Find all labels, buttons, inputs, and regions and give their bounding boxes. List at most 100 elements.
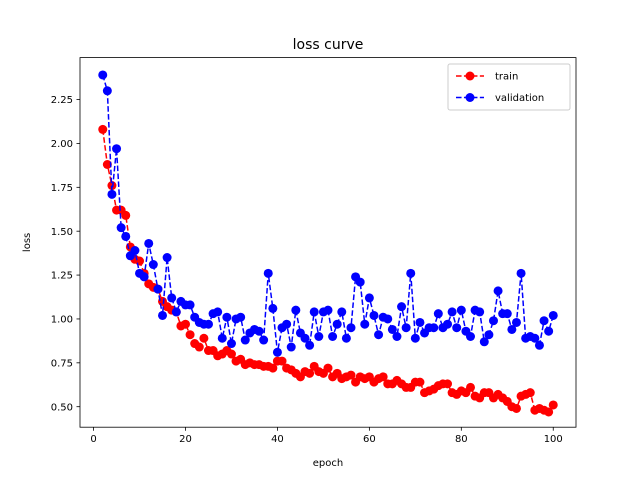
data-point-validation (544, 326, 554, 336)
y-tick-label: 1.75 (51, 183, 73, 194)
data-point-validation (300, 333, 310, 343)
x-tick-label: 40 (271, 434, 284, 445)
x-tick-label: 80 (455, 434, 468, 445)
data-point-validation (374, 330, 384, 340)
y-tick-label: 1.25 (51, 271, 73, 282)
x-tick-label: 0 (90, 434, 96, 445)
data-point-validation (530, 333, 540, 343)
data-point-validation (507, 324, 517, 334)
data-point-validation (236, 312, 246, 322)
y-axis: 0.50 0.75 1.00 1.25 1.50 1.75 2.00 2.25 (51, 95, 80, 413)
data-point-validation (323, 305, 333, 315)
data-point-train (121, 210, 131, 220)
data-point-validation (222, 312, 232, 322)
x-tick-label: 20 (179, 434, 192, 445)
y-tick-label: 1.00 (51, 315, 73, 326)
data-point-train (548, 400, 558, 410)
data-point-validation (337, 307, 347, 317)
y-tick-label: 2.00 (51, 139, 73, 150)
data-point-train (199, 333, 209, 343)
data-point-validation (502, 309, 512, 319)
data-point-validation (185, 300, 195, 310)
data-point-validation (383, 314, 393, 324)
data-point-validation (130, 246, 140, 255)
plot-area-frame (79, 57, 577, 428)
data-point-validation (364, 293, 374, 303)
data-point-validation (484, 330, 494, 340)
data-point-train (525, 388, 535, 398)
data-point-validation (415, 317, 425, 327)
y-axis-title: loss (22, 233, 33, 252)
data-point-validation (488, 316, 498, 326)
data-point-validation (401, 323, 411, 333)
data-point-validation (305, 340, 315, 350)
chart-title: loss curve (293, 37, 364, 53)
data-point-validation (516, 268, 526, 278)
data-point-validation (286, 342, 296, 352)
data-point-train (268, 363, 278, 373)
data-point-train (378, 372, 388, 382)
data-point-validation (291, 305, 301, 315)
data-point-validation (332, 319, 342, 329)
data-point-validation (466, 332, 475, 341)
y-tick-label: 1.50 (51, 227, 73, 238)
data-point-validation (355, 277, 365, 287)
data-point-validation (328, 332, 338, 341)
series-layer (98, 70, 558, 417)
data-point-validation (121, 231, 131, 241)
data-point-validation (475, 307, 485, 317)
legend-marker-validation (465, 93, 475, 102)
data-point-validation (144, 238, 154, 248)
x-axis-title: epoch (313, 458, 343, 469)
data-point-validation (410, 333, 420, 343)
x-tick-label: 100 (544, 434, 563, 445)
data-point-validation (346, 323, 356, 333)
data-point-validation (369, 310, 379, 320)
data-point-validation (392, 332, 402, 341)
data-point-validation (452, 323, 462, 333)
data-point-validation (456, 305, 466, 315)
data-point-train (181, 319, 190, 329)
data-point-validation (203, 319, 213, 329)
legend-marker-train (465, 71, 475, 81)
data-point-validation (158, 310, 168, 320)
data-point-validation (268, 303, 278, 313)
data-point-validation (429, 323, 439, 333)
data-point-train (511, 403, 521, 413)
data-point-train (544, 407, 554, 417)
data-point-validation (548, 310, 558, 320)
data-point-train (98, 124, 108, 134)
legend-frame (447, 63, 571, 111)
x-tick-label: 60 (363, 434, 376, 445)
data-point-validation (139, 272, 149, 282)
data-point-validation (162, 253, 172, 263)
data-point-validation (433, 309, 443, 319)
data-point-train (466, 382, 475, 392)
data-point-train (415, 377, 425, 387)
data-point-validation (534, 340, 544, 350)
data-point-validation (314, 332, 324, 341)
data-point-validation (282, 319, 292, 329)
data-point-validation (167, 293, 177, 303)
data-point-validation (309, 307, 319, 317)
data-point-train (194, 342, 204, 352)
data-point-train (305, 368, 315, 378)
data-point-train (323, 363, 333, 373)
data-point-validation (493, 286, 503, 296)
data-point-validation (116, 223, 126, 233)
data-point-validation (148, 260, 158, 270)
data-point-validation (98, 70, 108, 80)
series-validation (98, 70, 558, 357)
data-point-validation (171, 307, 181, 317)
data-point-validation (387, 324, 397, 334)
data-point-validation (511, 317, 521, 327)
data-point-validation (360, 319, 370, 329)
legend-label-train: train (495, 72, 518, 83)
data-point-validation (397, 302, 407, 312)
data-point-validation (406, 268, 416, 278)
data-point-validation (107, 189, 117, 199)
data-point-validation (539, 316, 549, 326)
data-point-validation (341, 333, 351, 343)
